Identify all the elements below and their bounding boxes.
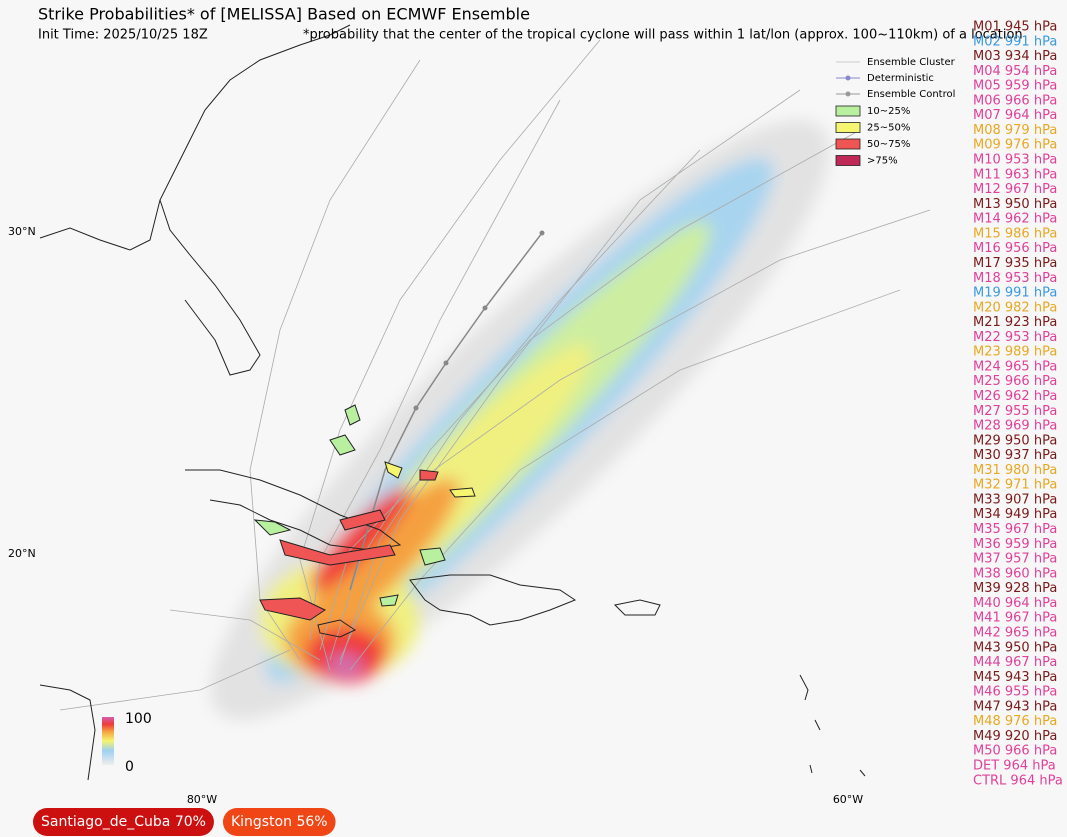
legend-dot [845,91,851,97]
member-label: M41 967 hPa [973,611,1057,626]
member-label: M21 923 hPa [973,315,1057,330]
member-label: M39 928 hPa [973,581,1057,596]
badge-label: Kingston 56% [231,814,328,830]
init-time: Init Time: 2025/10/25 18Z [38,28,208,43]
member-label: M19 991 hPa [973,286,1057,301]
legend-swatch [835,138,861,150]
member-label: M44 967 hPa [973,655,1057,670]
member-label: M16 956 hPa [973,241,1057,256]
legend-label: 25~50% [867,123,910,134]
probability-swath [210,120,830,720]
lon-label: 80°W [187,793,217,806]
member-label: M03 934 hPa [973,49,1057,64]
legend: Ensemble Cluster Deterministic Ensemble … [835,57,956,167]
lon-label: 60°W [833,793,863,806]
member-label: M29 950 hPa [973,433,1057,448]
member-label: M42 965 hPa [973,625,1057,640]
member-label: M49 920 hPa [973,729,1057,744]
ensemble-tracks [59,39,931,711]
member-label: M02 991 hPa [973,34,1057,49]
title: Strike Probabilities* of [MELISSA] Based… [38,5,530,24]
member-label: M15 986 hPa [973,226,1057,241]
member-label: M43 950 hPa [973,640,1057,655]
member-label: CTRL 964 hPa [973,773,1063,788]
member-label: M26 962 hPa [973,389,1057,404]
member-label: M35 967 hPa [973,522,1057,537]
member-label: DET 964 hPa [973,759,1056,774]
legend-label: Deterministic [867,73,934,84]
member-label: M31 980 hPa [973,463,1057,478]
member-label: M18 953 hPa [973,271,1057,286]
member-label: M46 955 hPa [973,685,1057,700]
legend-label: Ensemble Cluster [867,57,956,68]
badges: Santiago_de_Cuba 70% Kingston 56% [33,808,336,836]
legend-dot [845,75,851,81]
member-label: M14 962 hPa [973,212,1057,227]
member-label: M17 935 hPa [973,256,1057,271]
member-label: M45 943 hPa [973,670,1057,685]
member-label: M05 959 hPa [973,79,1057,94]
badge [33,808,214,836]
member-label: M07 964 hPa [973,108,1057,123]
member-label: M20 982 hPa [973,300,1057,315]
legend-swatch [835,105,861,117]
member-label: M10 953 hPa [973,153,1057,168]
lat-label: 30°N [8,225,36,238]
member-label: M04 954 hPa [973,64,1057,79]
note: *probability that the center of the trop… [303,28,1023,43]
member-label: M13 950 hPa [973,197,1057,212]
member-label: M25 966 hPa [973,374,1057,389]
member-label: M38 960 hPa [973,566,1057,581]
colorbar-min: 0 [125,759,134,775]
colorbar-max: 100 [125,711,152,727]
member-label: M11 963 hPa [973,167,1057,182]
member-label: M47 943 hPa [973,699,1057,714]
member-label: M33 907 hPa [973,492,1057,507]
member-label: M36 959 hPa [973,537,1057,552]
member-label: M22 953 hPa [973,330,1057,345]
lat-label: 20°N [8,547,36,560]
member-label: M40 964 hPa [973,596,1057,611]
member-label: M24 965 hPa [973,359,1057,374]
member-label: M28 969 hPa [973,419,1057,434]
legend-swatch [835,155,861,166]
control-track [349,230,545,591]
member-label: M32 971 hPa [973,478,1057,493]
member-label: M01 945 hPa [973,20,1057,35]
member-label: M34 949 hPa [973,507,1057,522]
legend-label: 50~75% [867,139,910,150]
legend-swatch [835,122,861,133]
badge-label: Santiago_de_Cuba 70% [41,814,206,830]
colorbar [102,717,114,765]
member-label: M37 957 hPa [973,552,1057,567]
member-label: M30 937 hPa [973,448,1057,463]
strike-contours [253,404,476,621]
member-label: M50 966 hPa [973,744,1057,759]
coastlines [39,24,866,781]
legend-label: Ensemble Control [867,89,955,100]
member-label: M12 967 hPa [973,182,1057,197]
member-label: M27 955 hPa [973,404,1057,419]
legend-label: 10~25% [867,106,910,117]
member-label: M48 976 hPa [973,714,1057,729]
member-label: M09 976 hPa [973,138,1057,153]
member-label: M06 966 hPa [973,93,1057,108]
badge [222,808,336,836]
legend-label: >75% [867,156,898,167]
member-label: M08 979 hPa [973,123,1057,138]
member-label: M23 989 hPa [973,345,1057,360]
